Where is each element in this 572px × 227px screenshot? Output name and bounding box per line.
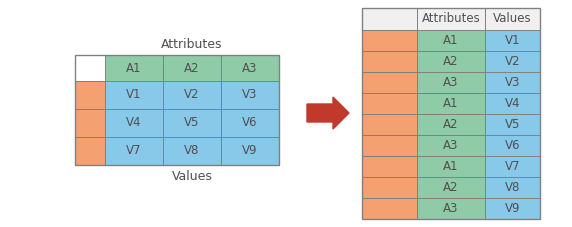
Bar xyxy=(221,55,279,81)
Text: V2: V2 xyxy=(184,89,200,101)
Text: V1: V1 xyxy=(505,34,521,47)
Bar xyxy=(485,30,540,51)
Bar xyxy=(485,8,540,30)
Bar xyxy=(221,109,279,137)
Text: V4: V4 xyxy=(505,97,521,110)
Bar xyxy=(485,177,540,198)
Text: V2: V2 xyxy=(505,55,521,68)
Bar xyxy=(105,109,163,137)
Text: V6: V6 xyxy=(505,139,521,152)
Text: A3: A3 xyxy=(443,139,459,152)
Text: V5: V5 xyxy=(505,118,520,131)
Bar xyxy=(362,114,417,135)
Bar xyxy=(221,137,279,165)
Bar xyxy=(362,93,417,114)
Text: V9: V9 xyxy=(243,145,258,158)
Bar xyxy=(163,81,221,109)
Text: A1: A1 xyxy=(443,97,459,110)
Bar xyxy=(417,51,485,72)
Bar xyxy=(362,51,417,72)
Text: A2: A2 xyxy=(443,55,459,68)
Text: V3: V3 xyxy=(243,89,258,101)
Bar xyxy=(485,72,540,93)
Bar xyxy=(362,8,540,219)
Bar xyxy=(105,55,163,81)
Text: Attributes: Attributes xyxy=(161,37,223,50)
Text: A3: A3 xyxy=(443,202,459,215)
Bar xyxy=(75,55,279,165)
Bar xyxy=(362,72,417,93)
Text: A1: A1 xyxy=(443,34,459,47)
Text: V8: V8 xyxy=(505,181,520,194)
Bar xyxy=(362,177,417,198)
Text: Values: Values xyxy=(172,170,212,183)
Bar xyxy=(362,198,417,219)
Bar xyxy=(417,30,485,51)
Bar xyxy=(362,156,417,177)
Bar xyxy=(75,137,105,165)
Text: A2: A2 xyxy=(443,181,459,194)
Bar xyxy=(362,30,417,51)
Bar xyxy=(417,156,485,177)
Bar xyxy=(163,55,221,81)
Text: V5: V5 xyxy=(184,116,200,129)
Text: V4: V4 xyxy=(126,116,142,129)
Bar xyxy=(362,135,417,156)
Bar xyxy=(485,135,540,156)
Bar xyxy=(417,177,485,198)
Bar xyxy=(485,198,540,219)
Bar xyxy=(75,81,105,109)
Text: Attributes: Attributes xyxy=(422,12,480,25)
Text: A3: A3 xyxy=(443,76,459,89)
Bar xyxy=(417,135,485,156)
Text: A2: A2 xyxy=(443,118,459,131)
Bar xyxy=(485,156,540,177)
Text: A2: A2 xyxy=(184,62,200,74)
Bar xyxy=(417,114,485,135)
Bar xyxy=(485,114,540,135)
Text: V9: V9 xyxy=(505,202,521,215)
Bar xyxy=(485,93,540,114)
Bar xyxy=(362,8,417,30)
Text: V7: V7 xyxy=(505,160,521,173)
Bar xyxy=(485,51,540,72)
Text: A3: A3 xyxy=(243,62,258,74)
Bar xyxy=(105,81,163,109)
Bar xyxy=(417,8,485,30)
Text: V3: V3 xyxy=(505,76,520,89)
Bar xyxy=(105,137,163,165)
Bar xyxy=(163,109,221,137)
Text: V8: V8 xyxy=(184,145,200,158)
Bar xyxy=(417,198,485,219)
Text: A1: A1 xyxy=(443,160,459,173)
Bar xyxy=(75,109,105,137)
Bar xyxy=(417,93,485,114)
Bar xyxy=(417,72,485,93)
Text: Values: Values xyxy=(493,12,532,25)
Text: V7: V7 xyxy=(126,145,142,158)
Bar xyxy=(221,81,279,109)
Text: V6: V6 xyxy=(243,116,258,129)
Bar xyxy=(163,137,221,165)
Text: V1: V1 xyxy=(126,89,142,101)
Text: A1: A1 xyxy=(126,62,142,74)
FancyArrow shape xyxy=(307,97,349,129)
